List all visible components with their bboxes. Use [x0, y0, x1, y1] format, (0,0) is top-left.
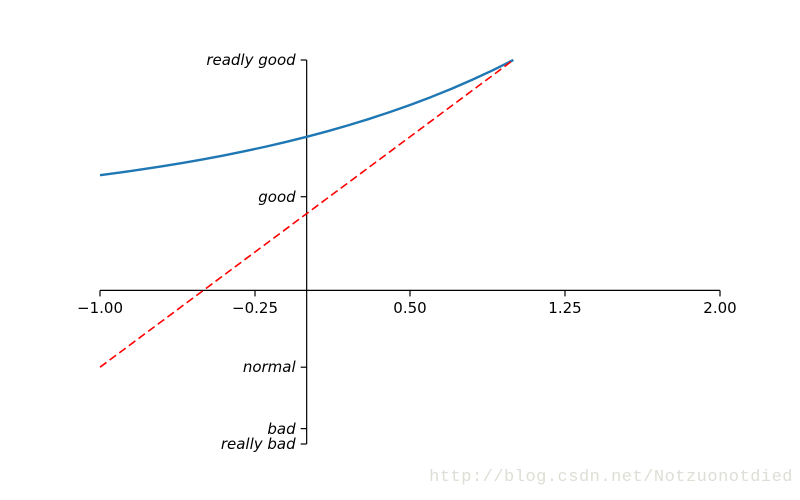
watermark-url: http://blog.csdn.net/Notzuonotdied [429, 468, 793, 487]
series-blue-curve [99, 58, 514, 177]
series-red-dashed-line [99, 59, 514, 368]
